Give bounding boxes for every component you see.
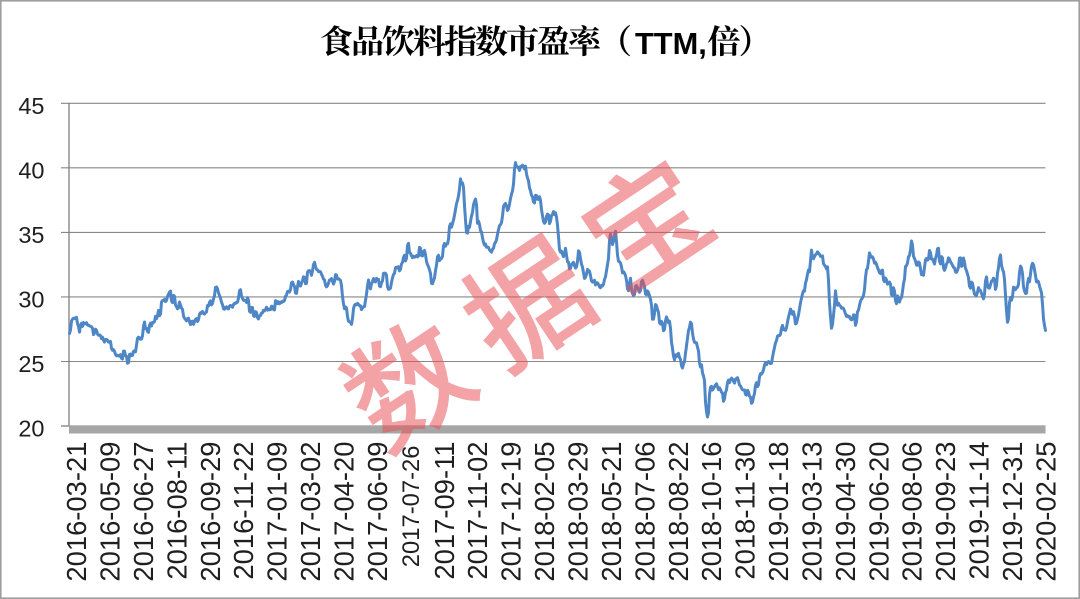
svg-text:2018-10-16: 2018-10-16 xyxy=(696,442,727,582)
svg-text:45: 45 xyxy=(18,93,44,119)
svg-text:2019-06-20: 2019-06-20 xyxy=(863,442,894,582)
svg-text:2018-11-30: 2018-11-30 xyxy=(730,442,761,580)
svg-text:2018-02-05: 2018-02-05 xyxy=(529,442,560,582)
svg-text:2017-01-09: 2017-01-09 xyxy=(262,442,293,582)
svg-text:2019-09-23: 2019-09-23 xyxy=(930,442,961,582)
svg-text:2017-07-26: 2017-07-26 xyxy=(398,446,425,568)
svg-text:2019-08-06: 2019-08-06 xyxy=(897,442,928,582)
svg-text:2018-08-22: 2018-08-22 xyxy=(663,442,694,582)
svg-text:2017-12-19: 2017-12-19 xyxy=(496,442,527,582)
svg-text:2017-09-11: 2017-09-11 xyxy=(429,442,460,580)
svg-text:40: 40 xyxy=(18,157,44,183)
svg-text:20: 20 xyxy=(18,416,44,442)
svg-text:2018-05-21: 2018-05-21 xyxy=(596,442,627,582)
svg-text:2016-06-27: 2016-06-27 xyxy=(128,442,159,582)
svg-text:2019-04-30: 2019-04-30 xyxy=(830,442,861,582)
svg-text:2016-08-11: 2016-08-11 xyxy=(161,442,192,580)
svg-text:2018-07-06: 2018-07-06 xyxy=(629,442,660,582)
svg-text:2019-11-14: 2019-11-14 xyxy=(964,442,995,580)
svg-text:2016-11-22: 2016-11-22 xyxy=(228,442,259,580)
svg-text:2019-01-18: 2019-01-18 xyxy=(763,442,794,582)
svg-text:2016-09-29: 2016-09-29 xyxy=(195,442,226,582)
svg-text:2017-03-02: 2017-03-02 xyxy=(295,442,326,582)
svg-text:2016-03-21: 2016-03-21 xyxy=(61,442,92,582)
svg-text:25: 25 xyxy=(18,351,44,377)
svg-text:2019-12-31: 2019-12-31 xyxy=(997,442,1028,582)
svg-text:2019-03-13: 2019-03-13 xyxy=(796,442,827,582)
svg-text:2016-05-09: 2016-05-09 xyxy=(94,442,125,582)
svg-text:2017-11-02: 2017-11-02 xyxy=(462,442,493,580)
svg-text:35: 35 xyxy=(18,222,44,248)
svg-text:TTM,: TTM, xyxy=(635,26,707,61)
svg-text:30: 30 xyxy=(18,287,44,313)
svg-text:2017-04-20: 2017-04-20 xyxy=(328,442,359,582)
svg-text:2017-06-09: 2017-06-09 xyxy=(362,442,393,582)
svg-text:2020-02-25: 2020-02-25 xyxy=(1030,442,1061,582)
svg-text:2018-03-29: 2018-03-29 xyxy=(562,442,593,582)
